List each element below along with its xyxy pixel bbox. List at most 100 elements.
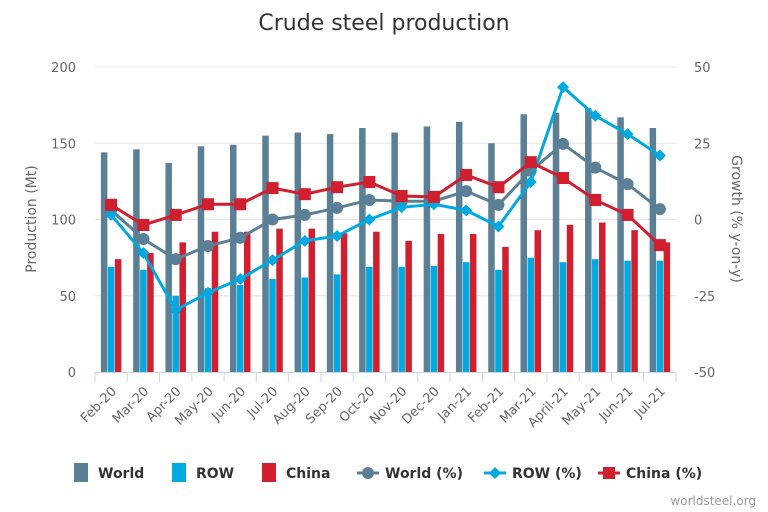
y-tick-label: 200 <box>51 61 76 76</box>
marker-china <box>557 172 570 185</box>
bar-row <box>527 257 534 372</box>
bar-row <box>398 266 405 372</box>
bar-world <box>359 128 366 372</box>
legend-label: World (%) <box>385 466 463 482</box>
marker-china <box>169 208 182 221</box>
x-tick-label: Jun-21 <box>596 384 637 425</box>
y-tick-label: 0 <box>68 366 76 381</box>
marker-row <box>169 304 182 317</box>
bar-world <box>423 126 431 372</box>
line-row <box>109 84 661 313</box>
marker-world <box>621 178 634 191</box>
bar-world <box>197 146 205 372</box>
legend-marker <box>362 467 374 479</box>
bar-world <box>520 114 527 373</box>
marker-world <box>234 231 247 244</box>
marker-world <box>557 137 570 150</box>
bar-row <box>430 266 438 372</box>
bar-world <box>326 134 334 372</box>
bar-china <box>244 231 251 372</box>
marker-row <box>298 234 311 247</box>
marker-china <box>589 193 602 206</box>
marker-china <box>395 190 408 203</box>
x-tick-label: Jun-20 <box>208 384 249 425</box>
legend-swatch <box>172 463 186 482</box>
marker-row <box>105 208 118 221</box>
marker-row <box>234 272 247 285</box>
marker-row <box>201 286 214 299</box>
marker-world <box>137 233 150 246</box>
marker-world <box>331 201 344 214</box>
bar-china <box>114 259 122 372</box>
marker-china <box>201 198 214 211</box>
bar-world <box>165 163 172 372</box>
axes: 050100150200-50-2502550Feb-20Mar-20Apr-2… <box>51 61 715 431</box>
legend: World ROW China World (%) ROW (%) China (%) <box>74 463 702 482</box>
marker-china <box>427 190 440 203</box>
legend-marker <box>489 467 501 479</box>
x-tick-label: Jul-21 <box>631 384 668 421</box>
marker-world <box>363 193 376 206</box>
marker-china <box>492 181 505 194</box>
bar-world <box>488 143 495 372</box>
bar-row <box>172 295 179 372</box>
credit: worldsteel.org <box>670 494 756 508</box>
y2-tick-label: 50 <box>694 61 711 76</box>
bar-world <box>455 121 463 373</box>
bar-china <box>469 233 477 372</box>
bar-china <box>405 240 412 372</box>
bar-world <box>391 132 398 372</box>
bar-world <box>294 132 302 372</box>
marker-row <box>492 220 505 233</box>
marker-world <box>492 198 505 211</box>
x-tick-label: Mar-20 <box>110 384 152 426</box>
bar-row <box>269 278 276 372</box>
bar-row <box>333 274 341 372</box>
y-tick-label: 100 <box>51 214 76 229</box>
marker-world <box>266 213 279 226</box>
marker-row <box>395 201 408 214</box>
marker-world <box>169 253 182 266</box>
bar-china <box>373 231 380 372</box>
bar-row <box>624 260 631 372</box>
marker-china <box>331 181 344 194</box>
bar-china <box>502 246 509 372</box>
marker-world <box>201 240 214 253</box>
line-world <box>110 141 661 261</box>
bar-china <box>340 233 348 372</box>
bar-row <box>495 269 502 372</box>
y-tick-label: 150 <box>51 137 76 152</box>
bar-row <box>559 262 567 372</box>
marker-china <box>137 218 150 231</box>
bar-china <box>534 230 541 372</box>
marker-china <box>653 239 666 252</box>
bar-china <box>147 253 154 372</box>
chart-title: Crude steel production <box>258 11 509 36</box>
y2-tick-label: 25 <box>694 137 711 152</box>
marker-world <box>589 161 602 174</box>
bar-world <box>230 144 237 372</box>
bar-row <box>462 262 470 372</box>
legend-label: ROW <box>196 466 234 482</box>
bar-world <box>585 108 592 373</box>
marker-row <box>589 109 602 122</box>
bar-world <box>617 117 624 372</box>
marker-china <box>266 182 279 195</box>
marker-row <box>653 149 666 162</box>
bar-china <box>631 230 638 372</box>
marker-china <box>621 208 634 221</box>
marker-china <box>524 156 537 169</box>
bar-china <box>211 231 219 372</box>
bar-china <box>566 224 574 372</box>
bar-row <box>656 260 664 372</box>
marker-row <box>524 175 537 188</box>
marker-china <box>460 168 473 181</box>
marker-row <box>331 229 344 242</box>
bar-world <box>552 112 560 372</box>
bar-row <box>204 288 212 372</box>
bar-row <box>140 269 147 372</box>
marker-china <box>298 188 311 201</box>
bar-world <box>133 149 140 372</box>
marker-china <box>105 198 118 211</box>
